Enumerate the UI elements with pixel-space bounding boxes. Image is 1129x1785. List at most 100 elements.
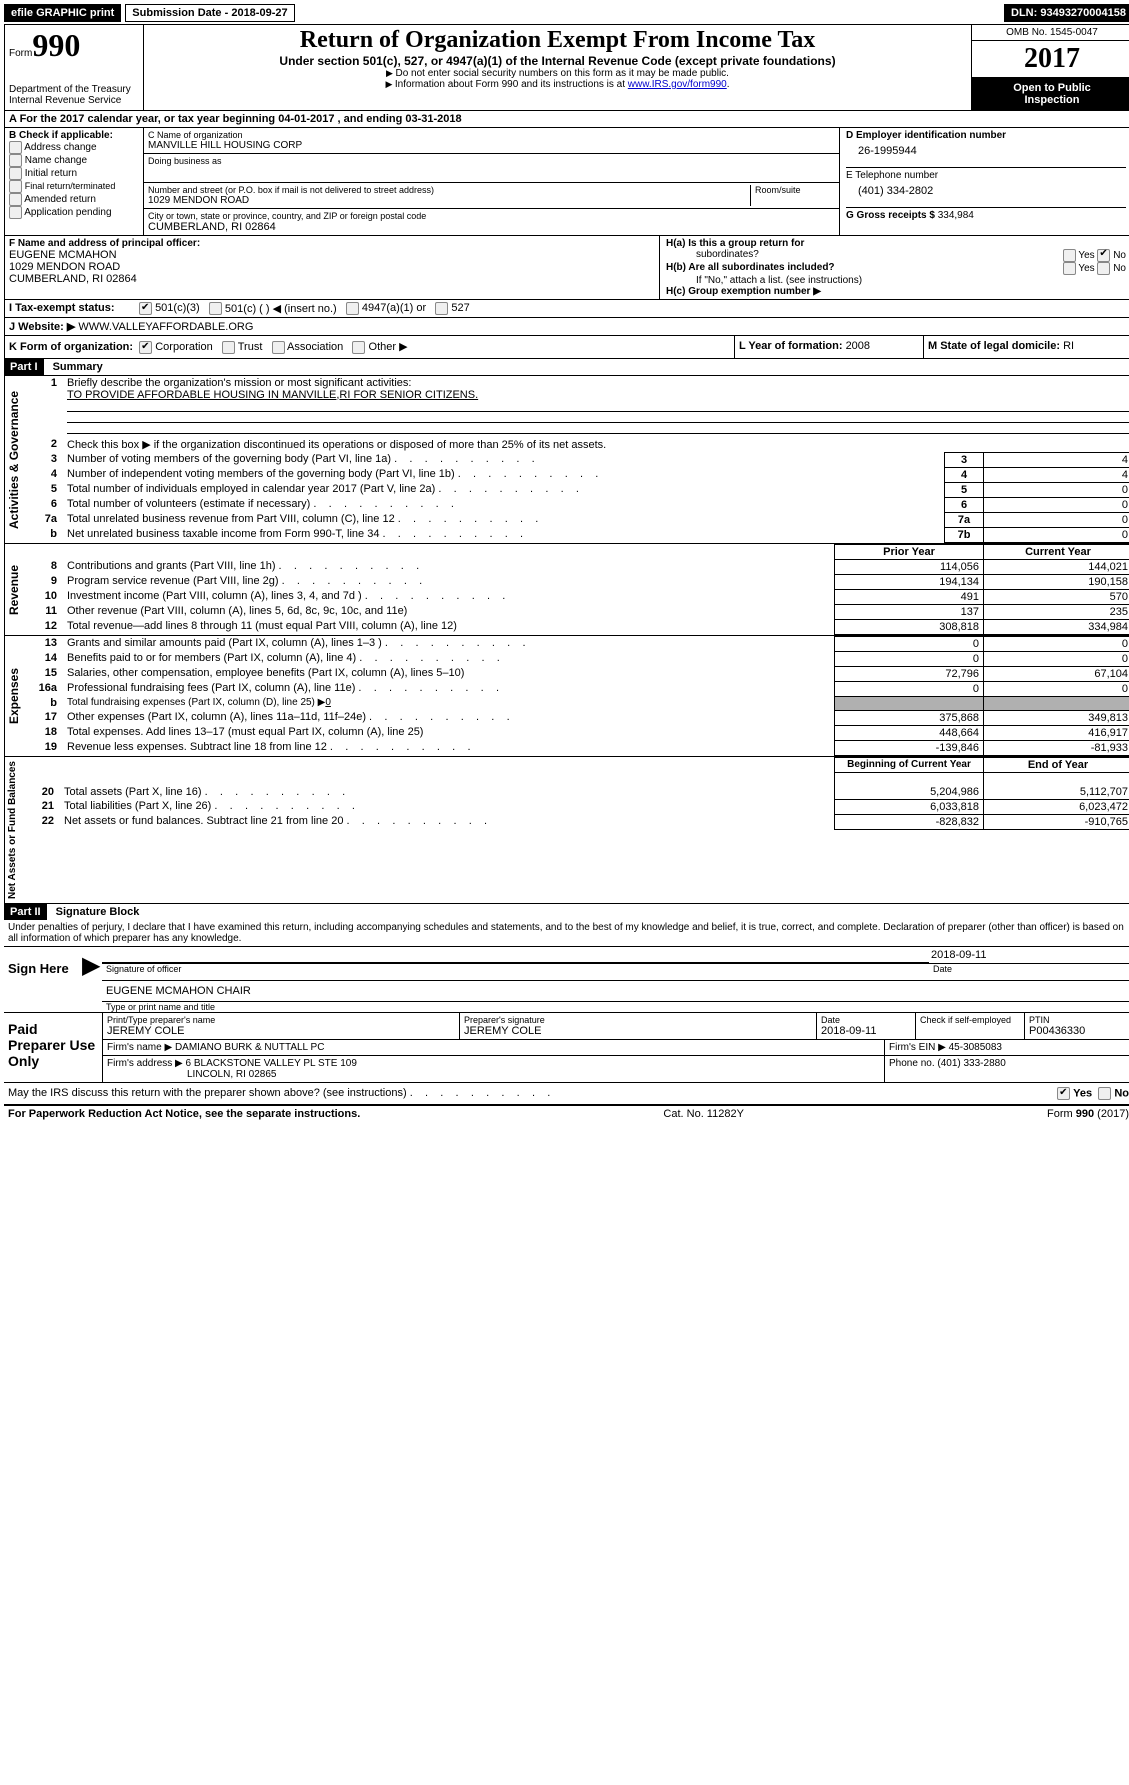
- cb-hb-yes[interactable]: [1063, 262, 1076, 275]
- cb-final[interactable]: [9, 180, 22, 193]
- part1-gov: Activities & Governance 1 Briefly descri…: [4, 376, 1129, 544]
- l11: Other revenue (Part VIII, column (A), li…: [63, 604, 835, 619]
- ein-value: 26-1995944: [846, 141, 1126, 167]
- cb-501c3[interactable]: [139, 302, 152, 315]
- col-d: D Employer identification number 26-1995…: [840, 128, 1129, 235]
- name-label: C Name of organization: [148, 130, 835, 140]
- firm-ein-label: Firm's EIN ▶: [889, 1042, 949, 1053]
- cb-corp[interactable]: [139, 341, 152, 354]
- firm-addr2: LINCOLN, RI 02865: [107, 1069, 277, 1080]
- footer: For Paperwork Reduction Act Notice, see …: [4, 1106, 1129, 1122]
- row-a: A For the 2017 calendar year, or tax yea…: [5, 111, 1129, 127]
- row-j: J Website: ▶ WWW.VALLEYAFFORDABLE.ORG: [5, 317, 1129, 335]
- cb-trust[interactable]: [222, 341, 235, 354]
- cb-527[interactable]: [435, 302, 448, 315]
- header-center: Return of Organization Exempt From Incom…: [144, 25, 971, 110]
- cb-address[interactable]: [9, 141, 22, 154]
- discuss-yes: Yes: [1073, 1087, 1092, 1099]
- ha-yes: Yes: [1078, 250, 1094, 261]
- cb-name[interactable]: [9, 154, 22, 167]
- cb-amended[interactable]: [9, 193, 22, 206]
- ha2: subordinates?: [666, 249, 1063, 262]
- m-label: M State of legal domicile:: [928, 340, 1063, 352]
- cat-no: Cat. No. 11282Y: [663, 1108, 744, 1120]
- l2: Check this box ▶ if the organization dis…: [63, 437, 1129, 453]
- i-o1: 501(c)(3): [155, 302, 200, 315]
- l10: Investment income (Part VIII, column (A)…: [63, 589, 835, 604]
- l4: Number of independent voting members of …: [63, 467, 945, 482]
- v5: 0: [984, 482, 1129, 497]
- l16a: Professional fundraising fees (Part IX, …: [63, 681, 835, 696]
- submission-btn[interactable]: Submission Date - 2018-09-27: [125, 4, 294, 22]
- tax-year: 2017: [972, 41, 1129, 78]
- row-i: I Tax-exempt status: 501(c)(3) 501(c) ( …: [5, 299, 1129, 317]
- v7a: 0: [984, 512, 1129, 527]
- cb-501c[interactable]: [209, 302, 222, 315]
- opt-name: Name change: [25, 155, 87, 166]
- l9: Program service revenue (Part VIII, line…: [63, 574, 835, 589]
- firm-name-label: Firm's name ▶: [107, 1042, 175, 1053]
- l18: Total expenses. Add lines 13–17 (must eq…: [63, 725, 835, 740]
- hb-yes: Yes: [1078, 263, 1094, 274]
- dept1: Department of the Treasury: [9, 84, 139, 95]
- l17: Other expenses (Part IX, column (A), lin…: [63, 710, 835, 725]
- irs-link[interactable]: www.IRS.gov/form990: [628, 79, 727, 90]
- p10: 491: [835, 589, 984, 604]
- paperwork: For Paperwork Reduction Act Notice, see …: [8, 1108, 360, 1120]
- form-title: Return of Organization Exempt From Incom…: [150, 27, 965, 54]
- sign-here: Sign Here: [4, 947, 82, 1012]
- cb-pending[interactable]: [9, 206, 22, 219]
- cb-discuss-yes[interactable]: [1057, 1087, 1070, 1100]
- c18: 416,917: [984, 725, 1129, 740]
- p16a: 0: [835, 681, 984, 696]
- v7b: 0: [984, 527, 1129, 542]
- exp-table: 13Grants and similar amounts paid (Part …: [23, 636, 1129, 756]
- k-o2: Trust: [238, 341, 263, 353]
- ein-label: D Employer identification number: [846, 130, 1126, 141]
- i-label: I Tax-exempt status:: [9, 302, 115, 314]
- prep-name-label: Print/Type preparer's name: [107, 1015, 455, 1025]
- c16b: [984, 696, 1129, 710]
- cb-discuss-no[interactable]: [1098, 1087, 1111, 1100]
- k-o4: Other ▶: [369, 341, 408, 353]
- efile-btn[interactable]: efile GRAPHIC print: [4, 4, 121, 22]
- cb-4947[interactable]: [346, 302, 359, 315]
- paid-prep-block: Paid Preparer Use Only Print/Type prepar…: [4, 1013, 1129, 1083]
- part2-sigblock: Signature Block: [50, 906, 140, 918]
- c22: -910,765: [984, 814, 1129, 829]
- cb-ha-yes[interactable]: [1063, 249, 1076, 262]
- cb-ha-no[interactable]: [1097, 249, 1110, 262]
- discuss: May the IRS discuss this return with the…: [8, 1087, 1057, 1100]
- sig-date: 2018-09-11: [929, 947, 1129, 963]
- c15: 67,104: [984, 666, 1129, 681]
- hc-label: H(c) Group exemption number ▶: [666, 286, 821, 297]
- ptin: P00436330: [1029, 1025, 1129, 1037]
- c21: 6,023,472: [984, 799, 1129, 814]
- p16b: [835, 696, 984, 710]
- l22: Net assets or fund balances. Subtract li…: [60, 814, 835, 829]
- part2-title: Part II: [4, 904, 47, 920]
- l5: Total number of individuals employed in …: [63, 482, 945, 497]
- cb-assoc[interactable]: [272, 341, 285, 354]
- cb-initial[interactable]: [9, 167, 22, 180]
- part2-header: Part II Signature Block: [4, 904, 1129, 920]
- part1-summary: Summary: [47, 361, 103, 373]
- p17: 375,868: [835, 710, 984, 725]
- addr-label: Number and street (or P.O. box if mail i…: [148, 185, 750, 195]
- part1-net: Net Assets or Fund Balances Beginning of…: [4, 757, 1129, 904]
- sign-here-block: Sign Here ▶ 2018-09-11 Signature of offi…: [4, 947, 1129, 1013]
- prep-sig: JEREMY COLE: [464, 1025, 812, 1037]
- c11: 235: [984, 604, 1129, 619]
- dln-label: DLN:: [1011, 7, 1040, 19]
- cb-other[interactable]: [352, 341, 365, 354]
- header-right: OMB No. 1545-0047 2017 Open to Public In…: [971, 25, 1129, 110]
- l1-val: TO PROVIDE AFFORDABLE HOUSING IN MANVILL…: [67, 389, 478, 401]
- submission-date: 2018-09-27: [231, 7, 287, 19]
- part1-rev: Revenue Prior YearCurrent Year 8Contribu…: [4, 544, 1129, 636]
- l3: Number of voting members of the governin…: [63, 452, 945, 467]
- discuss-no: No: [1114, 1087, 1129, 1099]
- prep-date-label: Date: [821, 1015, 911, 1025]
- cb-hb-no[interactable]: [1097, 262, 1110, 275]
- p20: 5,204,986: [835, 772, 984, 799]
- sig-officer-label: Signature of officer: [102, 964, 933, 974]
